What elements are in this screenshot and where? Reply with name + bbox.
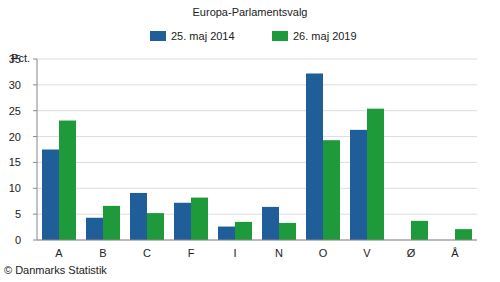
tick xyxy=(33,240,37,241)
legend-label: 26. maj 2019 xyxy=(293,30,357,42)
bar xyxy=(279,223,296,240)
grid-line xyxy=(37,84,477,85)
y-tick-label: 10 xyxy=(9,182,21,194)
legend-swatch xyxy=(272,31,288,41)
tick xyxy=(33,59,37,60)
tick xyxy=(33,214,37,215)
bars xyxy=(42,73,472,240)
x-tick-label: O xyxy=(319,247,328,259)
bar xyxy=(367,109,384,240)
bar xyxy=(174,203,191,240)
y-tick-label: 5 xyxy=(15,208,21,220)
grid-line xyxy=(37,188,477,189)
bar xyxy=(191,198,208,240)
x-tick-label: A xyxy=(55,247,63,259)
grid-line xyxy=(37,110,477,111)
grid-line xyxy=(37,162,477,163)
tick xyxy=(33,110,37,111)
bar xyxy=(262,207,279,240)
bar xyxy=(218,227,235,240)
x-tick-label: Ø xyxy=(407,247,416,259)
grid-line xyxy=(37,59,477,60)
bar xyxy=(86,218,103,240)
bar xyxy=(411,221,428,240)
y-tick-label: 30 xyxy=(9,79,21,91)
x-axis xyxy=(37,240,477,241)
legend: 25. maj 2014 26. maj 2019 xyxy=(150,30,357,42)
tick xyxy=(33,162,37,163)
x-tick-label: V xyxy=(363,247,371,259)
bar xyxy=(103,206,120,240)
x-tick-label: I xyxy=(233,247,236,259)
bar xyxy=(130,193,147,240)
legend-swatch xyxy=(150,31,166,41)
y-tick-label: 20 xyxy=(9,131,21,143)
bar xyxy=(306,73,323,240)
bar xyxy=(59,121,76,240)
x-tick-label: N xyxy=(275,247,283,259)
y-tick-label: 0 xyxy=(15,234,21,246)
x-tick-label: Å xyxy=(451,247,459,259)
bar xyxy=(42,150,59,241)
bar xyxy=(455,229,472,240)
legend-label: 25. maj 2014 xyxy=(171,30,235,42)
y-tick-label: 15 xyxy=(9,156,21,168)
grid-line xyxy=(37,136,477,137)
x-tick-label: F xyxy=(188,247,195,259)
x-tick-label: B xyxy=(99,247,106,259)
bar xyxy=(147,213,164,240)
tick xyxy=(33,84,37,85)
bar xyxy=(323,140,340,240)
y-tick-label: 35 xyxy=(9,53,21,65)
chart: Europa-Parlamentsvalg 25. maj 2014 26. maj… xyxy=(0,0,500,282)
y-tick-label: 25 xyxy=(9,105,21,117)
grid-line xyxy=(37,240,477,241)
bar xyxy=(235,222,252,240)
source: © Danmarks Statistik xyxy=(4,264,107,276)
tick xyxy=(33,136,37,137)
y-axis xyxy=(37,59,38,240)
x-tick-label: C xyxy=(143,247,151,259)
tick xyxy=(33,188,37,189)
title: Europa-Parlamentsvalg xyxy=(193,6,308,18)
bar xyxy=(350,130,367,240)
